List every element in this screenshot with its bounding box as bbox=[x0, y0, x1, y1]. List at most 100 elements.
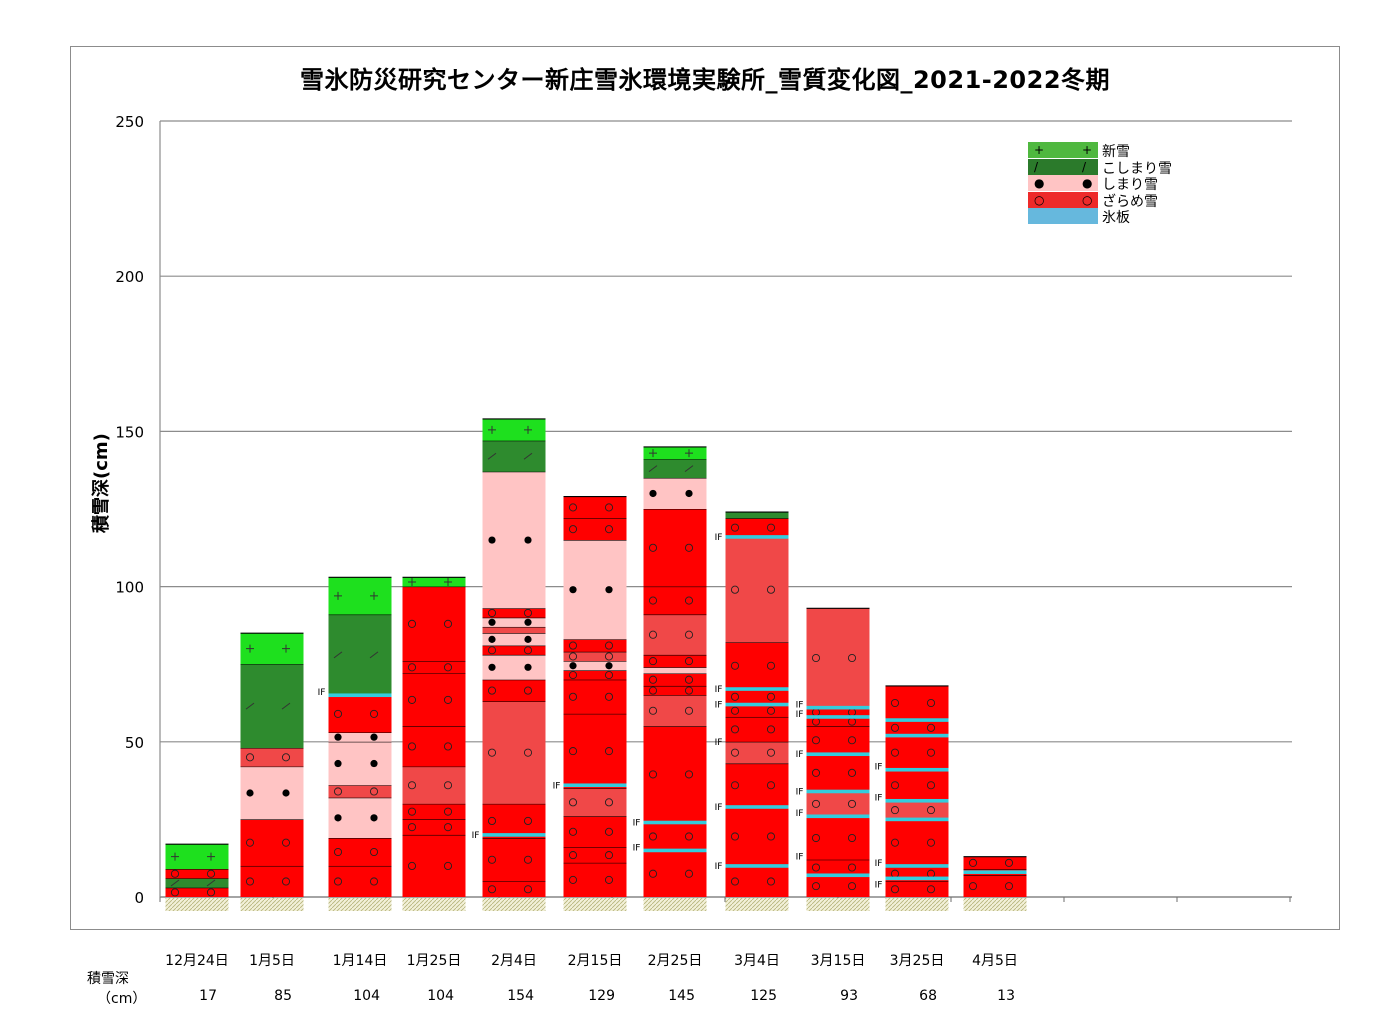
lightly-compacted-mark bbox=[487, 452, 497, 460]
snow-layer bbox=[643, 673, 707, 686]
granular-snow-mark bbox=[968, 858, 978, 867]
snow-layer bbox=[885, 685, 949, 721]
snow-layer bbox=[643, 614, 707, 655]
if-label: IF bbox=[796, 710, 804, 720]
snow-layer bbox=[402, 834, 466, 897]
snow-layer bbox=[885, 819, 949, 866]
snow-layer bbox=[240, 819, 304, 866]
snow-layer bbox=[725, 806, 789, 866]
granular-snow-mark bbox=[568, 671, 578, 680]
snow-layer bbox=[563, 661, 627, 671]
new-snow-mark bbox=[171, 852, 179, 861]
granular-snow-mark bbox=[890, 698, 900, 708]
granular-snow-mark bbox=[604, 652, 614, 661]
snow-layer bbox=[725, 704, 789, 717]
granular-snow-mark bbox=[487, 816, 497, 826]
new-snow-mark bbox=[488, 425, 496, 434]
granular-snow-mark bbox=[847, 736, 857, 745]
snow-layer bbox=[806, 816, 870, 860]
granular-snow-mark bbox=[568, 652, 578, 661]
granular-snow-mark bbox=[730, 706, 740, 715]
legend-label: しまり雪 bbox=[1102, 177, 1158, 193]
compacted-snow-mark bbox=[488, 635, 496, 643]
ice-layer bbox=[482, 833, 546, 837]
granular-snow-mark bbox=[523, 686, 533, 695]
granular-snow-mark bbox=[926, 838, 936, 847]
legend-swatch: / / bbox=[1028, 158, 1098, 175]
snow-layer bbox=[165, 869, 229, 879]
legend-symbol: ● bbox=[1082, 176, 1093, 190]
x-category-label: 4月5日 bbox=[972, 953, 1018, 969]
granular-snow-mark bbox=[684, 630, 694, 639]
snow-layer bbox=[328, 838, 392, 866]
granular-snow-mark bbox=[604, 875, 614, 884]
legend-entry: ● ● しまり雪 bbox=[1028, 175, 1170, 193]
compacted-snow-mark bbox=[524, 536, 532, 544]
granular-snow-mark bbox=[568, 692, 578, 701]
granular-snow-mark bbox=[206, 888, 216, 897]
lightly-compacted-mark bbox=[245, 702, 255, 710]
ground-band bbox=[240, 898, 304, 911]
snow-layer bbox=[725, 512, 789, 519]
snow-layer bbox=[563, 518, 627, 541]
ground-band bbox=[563, 898, 627, 911]
granular-snow-mark bbox=[811, 768, 821, 777]
granular-snow-mark bbox=[766, 877, 776, 886]
snow-layer bbox=[725, 865, 789, 897]
compacted-snow-mark bbox=[488, 536, 496, 544]
snow-layer bbox=[885, 881, 949, 897]
ground-band bbox=[482, 898, 546, 911]
snow-layer bbox=[482, 803, 546, 839]
granular-snow-mark bbox=[766, 692, 776, 701]
x-category-label: 3月15日 bbox=[810, 953, 866, 969]
snow-layer bbox=[402, 726, 466, 767]
granular-snow-mark bbox=[648, 686, 658, 695]
ice-layer bbox=[563, 783, 627, 788]
snow-layer bbox=[806, 791, 870, 817]
x-category-label: 3月25日 bbox=[889, 953, 945, 969]
x-category-label: 2月25日 bbox=[647, 953, 703, 969]
granular-snow-mark bbox=[523, 855, 533, 864]
profile-column-7: IF IF bbox=[633, 446, 707, 911]
granular-snow-mark bbox=[811, 863, 821, 872]
x-category-label: 2月15日 bbox=[567, 953, 623, 969]
new-snow-mark bbox=[207, 852, 215, 861]
ice-layer bbox=[328, 693, 392, 698]
snow-layer bbox=[806, 726, 870, 755]
granular-snow-mark bbox=[369, 877, 379, 886]
ice-layer bbox=[885, 864, 949, 868]
granular-snow-mark bbox=[847, 653, 857, 663]
granular-snow-mark bbox=[523, 608, 533, 618]
granular-snow-mark bbox=[604, 525, 614, 534]
snow-layer bbox=[806, 716, 870, 727]
if-label: IF bbox=[875, 794, 883, 804]
granular-snow-mark bbox=[684, 657, 694, 666]
snow-layer bbox=[806, 875, 870, 897]
granular-snow-mark bbox=[407, 861, 417, 871]
snow-layer bbox=[563, 651, 627, 662]
granular-snow-mark bbox=[443, 823, 453, 832]
x-category-label: 1月25日 bbox=[406, 953, 462, 969]
new-snow-mark bbox=[649, 449, 657, 458]
granular-snow-mark bbox=[523, 885, 533, 894]
granular-snow-mark bbox=[487, 748, 497, 757]
if-label: IF bbox=[715, 685, 723, 695]
granular-snow-mark bbox=[766, 523, 776, 532]
granular-snow-mark bbox=[648, 832, 658, 841]
chart-title: 雪氷防災研究センター新庄雪氷環境実験所_雪質変化図_2021-2022冬期 bbox=[299, 66, 1111, 94]
lightly-compacted-mark bbox=[333, 651, 343, 659]
granular-snow-mark bbox=[604, 827, 614, 836]
granular-snow-mark bbox=[684, 675, 694, 684]
granular-snow-mark bbox=[443, 663, 453, 672]
lightly-compacted-mark bbox=[206, 879, 216, 887]
granular-snow-mark bbox=[730, 523, 740, 532]
profile-column-2 bbox=[240, 632, 304, 911]
legend-entry: / / こしまり雪 bbox=[1028, 158, 1172, 177]
snow-layer bbox=[328, 785, 392, 798]
depth-value: 104 bbox=[427, 988, 454, 1004]
snow-layer bbox=[885, 800, 949, 820]
granular-snow-mark bbox=[648, 770, 658, 779]
lightly-compacted-mark bbox=[369, 651, 379, 659]
snow-layer bbox=[563, 788, 627, 817]
snow-layer bbox=[402, 586, 466, 662]
